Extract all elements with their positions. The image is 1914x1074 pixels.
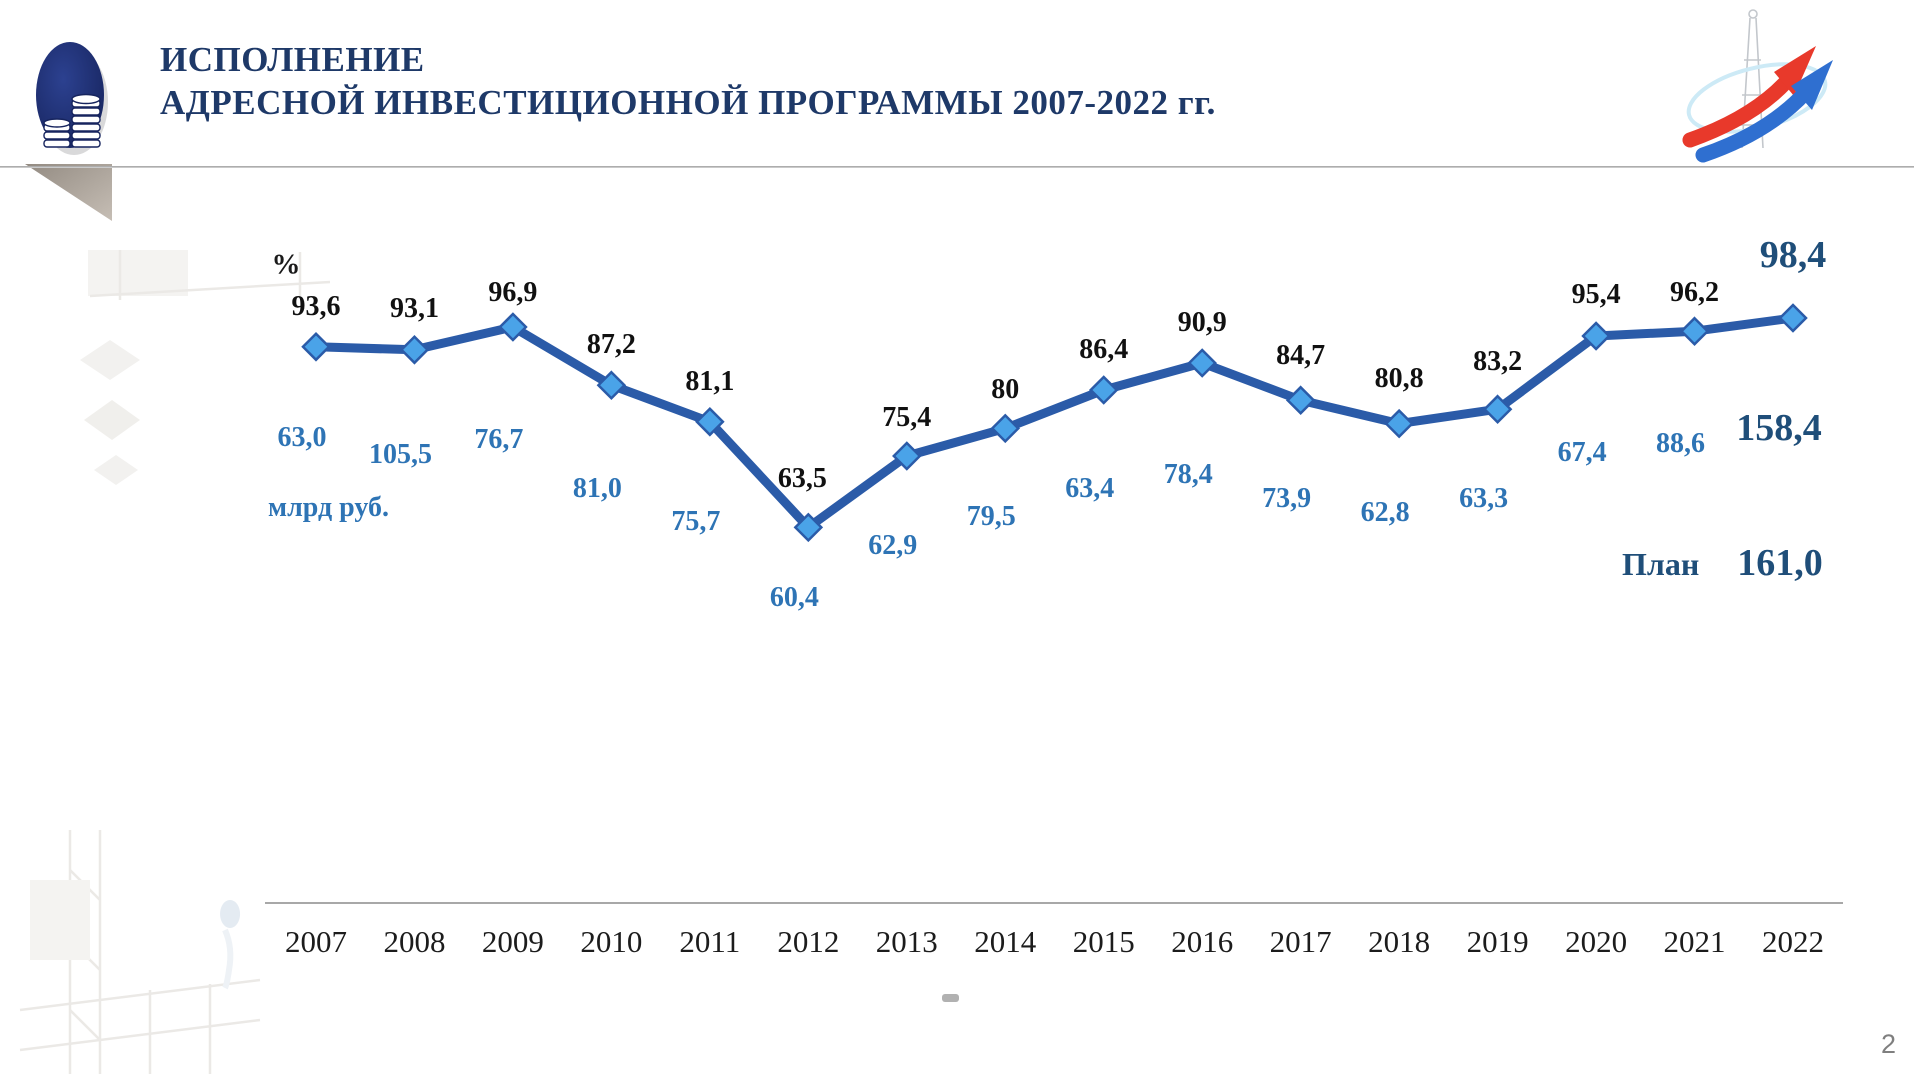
footer-dash — [942, 994, 959, 1002]
tower-logo-icon — [1682, 9, 1833, 163]
data-point-marker — [990, 413, 1021, 444]
data-point-marker — [1187, 348, 1217, 378]
data-point-marker — [892, 441, 922, 471]
data-point-marker — [498, 312, 528, 342]
data-point-marker — [1285, 385, 1316, 415]
slide-title: ИСПОЛНЕНИЕ АДРЕСНОЙ ИНВЕСТИЦИОННОЙ ПРОГР… — [160, 38, 1216, 124]
data-point-marker — [1778, 303, 1808, 333]
data-point-marker — [1088, 375, 1119, 405]
data-point-marker — [1482, 394, 1513, 424]
axis-unit-percent: % — [271, 248, 301, 281]
crane-watermark — [19, 250, 331, 1074]
header-divider — [0, 166, 1914, 168]
data-point-marker — [301, 332, 331, 362]
slide-title-line2: АДРЕСНОЙ ИНВЕСТИЦИОННОЙ ПРОГРАММЫ 2007-2… — [160, 83, 1216, 122]
plan-value: 161,0 — [1737, 542, 1823, 584]
page-number: 2 — [1880, 1029, 1896, 1059]
plan-label: План — [1622, 546, 1700, 582]
percent-line-series — [311, 313, 1798, 532]
plan-annotation: План 161,0 — [1622, 541, 1823, 585]
data-point-marker — [399, 335, 430, 365]
data-point-marker — [1581, 321, 1611, 351]
coins-logo-icon — [36, 42, 108, 155]
folded-corner-triangle — [25, 164, 112, 221]
data-point-marker — [793, 512, 824, 543]
slide-title-line1: ИСПОЛНЕНИЕ — [160, 40, 425, 79]
data-point-marker — [695, 407, 725, 437]
data-point-marker — [1384, 408, 1414, 439]
data-point-marker — [1679, 316, 1710, 346]
data-point-marker — [596, 370, 627, 400]
axis-unit-rub: млрд руб. — [268, 492, 389, 523]
